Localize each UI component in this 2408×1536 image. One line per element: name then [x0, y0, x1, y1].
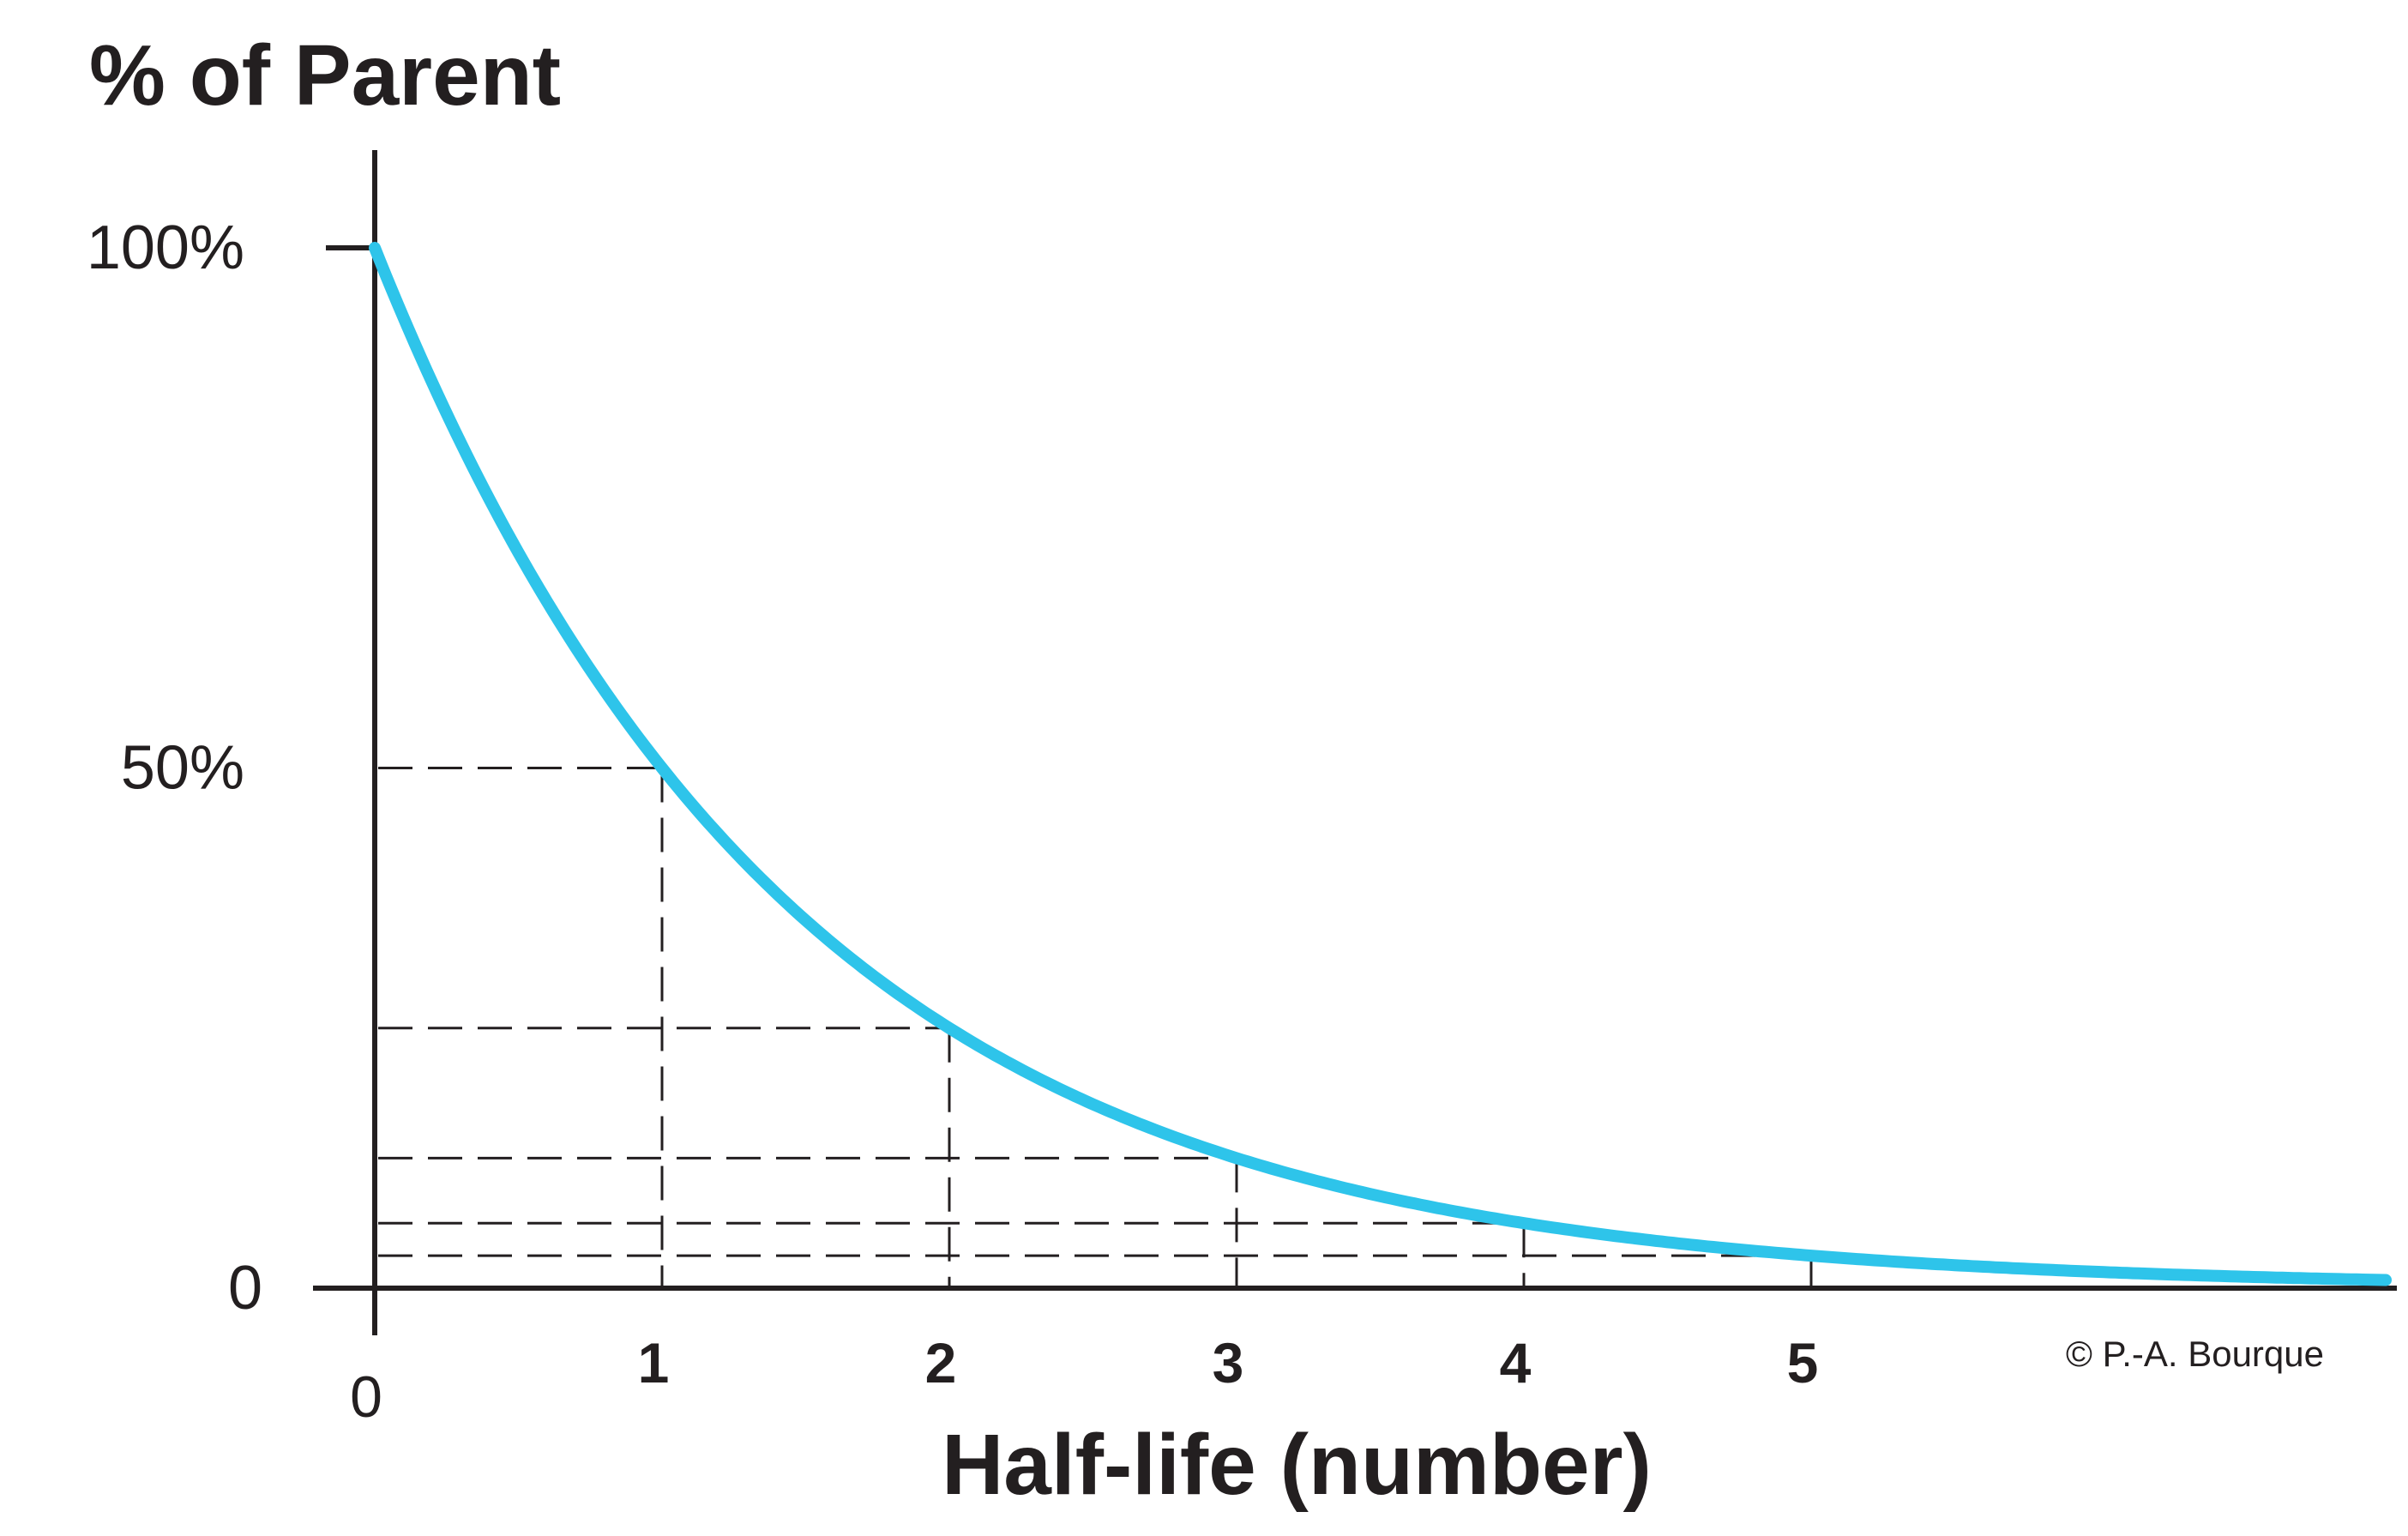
y-axis-title: % of Parent: [89, 27, 561, 123]
x-tick-label: 0: [350, 1364, 382, 1430]
y-tick-label: 50%: [121, 734, 244, 803]
x-tick-label: 2: [925, 1331, 957, 1394]
x-tick-label: 4: [1500, 1331, 1532, 1394]
x-axis-title: Half-life (number): [942, 1417, 1652, 1513]
x-tick-label: 5: [1787, 1331, 1819, 1394]
y-tick-label: 0: [228, 1254, 262, 1322]
y-tick-label: 100%: [87, 214, 244, 282]
axes: [313, 150, 2397, 1335]
x-tick-label: 1: [638, 1331, 670, 1394]
copyright-credit: © P.-A. Bourque: [2066, 1334, 2324, 1374]
decay-curve: [369, 242, 2392, 1286]
half-life-guide-lines: [378, 767, 1813, 1288]
y-ticks: 0 50% 100%: [87, 214, 375, 1322]
x-tick-label: 3: [1213, 1331, 1244, 1394]
x-ticks: 0 1 2 3 4 5: [350, 1331, 1818, 1430]
